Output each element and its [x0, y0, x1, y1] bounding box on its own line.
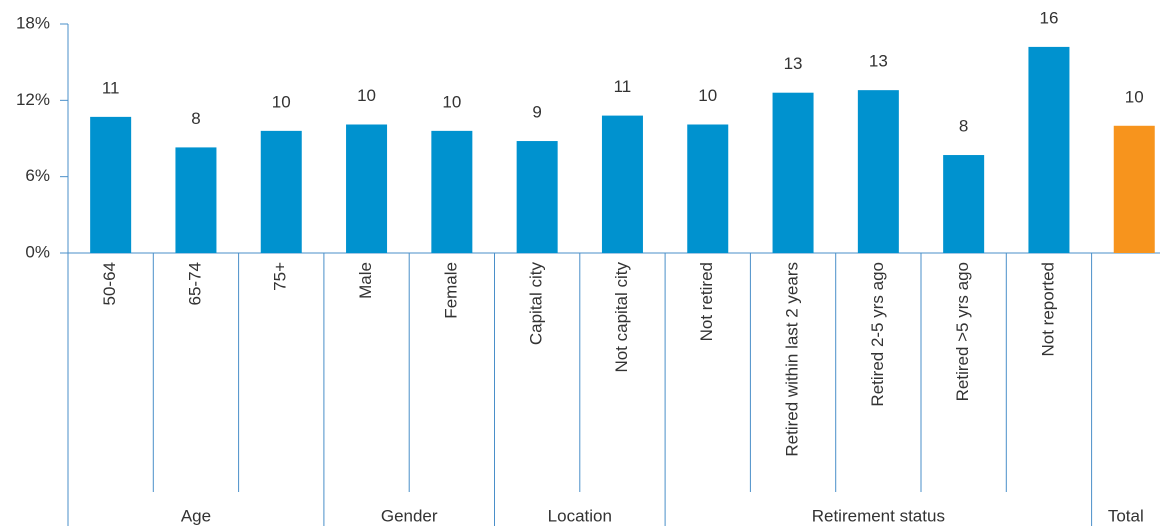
group-label: Total [1108, 506, 1144, 525]
x-tick-label: Male [356, 262, 375, 299]
bar [1113, 125, 1155, 253]
bar [943, 155, 985, 253]
bar [431, 130, 473, 253]
bar [346, 124, 388, 253]
bar [516, 141, 558, 253]
group-label: Gender [381, 506, 438, 525]
bar [1028, 46, 1070, 254]
value-label: 8 [191, 109, 200, 128]
x-tick-label: Retired 2-5 yrs ago [868, 262, 887, 407]
value-label: 10 [357, 86, 376, 105]
bar [260, 130, 302, 253]
bar [687, 124, 729, 253]
x-tick-label: 50-64 [100, 262, 119, 305]
value-label: 10 [698, 86, 717, 105]
x-tick-label: Capital city [527, 262, 546, 346]
group-label: Retirement status [812, 506, 945, 525]
group-label: Location [548, 506, 612, 525]
bar [772, 92, 814, 253]
x-tick-label: Not reported [1038, 262, 1057, 357]
x-tick-label: Retired within last 2 years [783, 262, 802, 457]
value-label: 10 [272, 92, 291, 111]
value-label: 8 [959, 117, 968, 136]
value-label: 10 [442, 92, 461, 111]
bar [601, 115, 643, 253]
y-tick-label: 0% [25, 242, 50, 261]
group-label: Age [181, 506, 211, 525]
x-tick-label: Retired >5 yrs ago [953, 262, 972, 401]
bar [175, 147, 217, 253]
x-tick-label: Female [441, 262, 460, 319]
value-label: 9 [532, 103, 541, 122]
y-tick-label: 6% [25, 166, 50, 185]
y-tick-label: 12% [16, 90, 50, 109]
value-label: 10 [1125, 87, 1144, 106]
value-label: 13 [869, 52, 888, 71]
x-tick-label: 65-74 [185, 262, 204, 305]
value-label: 11 [102, 78, 120, 97]
bar [857, 90, 899, 254]
y-tick-label: 18% [16, 13, 50, 32]
x-tick-label: Not capital city [612, 262, 631, 373]
x-tick-label: 75+ [271, 262, 290, 291]
x-tick-label: Not retired [697, 262, 716, 341]
value-label: 16 [1039, 8, 1058, 27]
value-label: 11 [614, 77, 632, 96]
bar [90, 116, 132, 253]
value-label: 13 [784, 54, 803, 73]
